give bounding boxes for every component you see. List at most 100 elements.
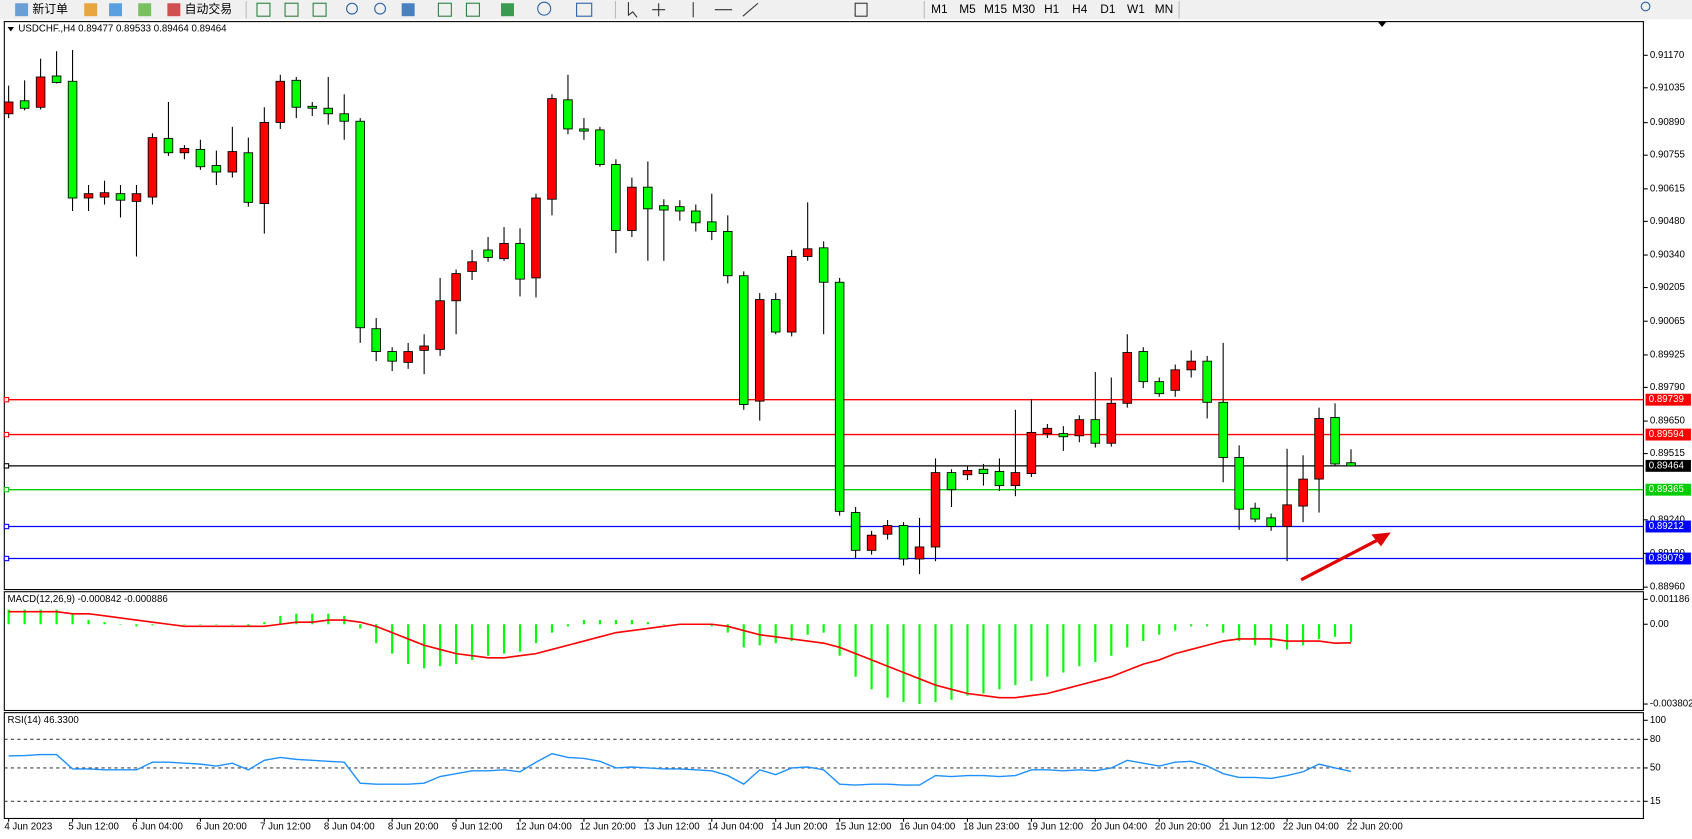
new-order[interactable]: 新订单 bbox=[32, 2, 68, 16]
y-tick-label: 0.90205 bbox=[1650, 282, 1685, 293]
x-tick-label: 21 Jun 12:00 bbox=[1219, 822, 1276, 833]
timeframe[interactable]: M30 bbox=[1012, 2, 1035, 16]
macd-pane bbox=[3, 591, 1644, 712]
icon[interactable] bbox=[312, 2, 327, 17]
candle-body bbox=[131, 193, 142, 202]
candle-body bbox=[1074, 419, 1085, 437]
y-tick-label: 80 bbox=[1650, 734, 1661, 745]
cursor-tool[interactable] bbox=[627, 2, 638, 18]
icon[interactable] bbox=[576, 2, 593, 17]
macd-bar bbox=[1078, 624, 1081, 667]
candle-body bbox=[387, 351, 397, 362]
level-label: 0.89212 bbox=[1649, 521, 1684, 532]
rsi-pane bbox=[3, 712, 1644, 820]
candle-body bbox=[19, 100, 30, 109]
x-tick-label: 12 Jun 20:00 bbox=[580, 822, 637, 833]
search[interactable] bbox=[1640, 1, 1651, 12]
zoom-in[interactable] bbox=[346, 2, 358, 15]
candle-body bbox=[1202, 360, 1212, 403]
candle-body bbox=[483, 249, 493, 258]
x-tick-label: 6 Jun 04:00 bbox=[132, 822, 183, 833]
candle-body bbox=[403, 351, 413, 363]
candle-body bbox=[3, 101, 14, 115]
candle-body bbox=[547, 98, 557, 200]
timeframe[interactable]: MN bbox=[1155, 2, 1173, 16]
level-label: 0.89739 bbox=[1649, 394, 1684, 405]
icon[interactable] bbox=[465, 2, 480, 17]
timeframe[interactable]: M5 bbox=[959, 2, 976, 16]
macd-bar bbox=[1349, 624, 1353, 642]
icon[interactable] bbox=[501, 3, 514, 17]
timeframe[interactable]: M15 bbox=[984, 2, 1007, 16]
zoom-out[interactable] bbox=[374, 2, 387, 15]
y-tick-label: 15 bbox=[1650, 796, 1661, 807]
level-marker bbox=[3, 523, 10, 530]
level-label-box bbox=[1645, 459, 1691, 472]
timeframe[interactable]: M1 bbox=[931, 2, 948, 16]
candle-body bbox=[307, 105, 318, 109]
macd-bar bbox=[1254, 624, 1257, 646]
macd-bar bbox=[1110, 624, 1113, 656]
icon[interactable] bbox=[401, 3, 415, 17]
macd-bar bbox=[87, 620, 90, 625]
line-tools[interactable] bbox=[692, 2, 759, 18]
macd-bar bbox=[966, 624, 969, 696]
timeframe[interactable]: D1 bbox=[1100, 2, 1116, 16]
auto-trading-icon[interactable] bbox=[167, 3, 181, 17]
macd-bar bbox=[662, 624, 665, 625]
candle-body bbox=[611, 164, 621, 231]
icon[interactable] bbox=[437, 2, 452, 17]
macd-bar bbox=[423, 624, 426, 669]
candle-body bbox=[675, 206, 685, 212]
y-tick-label: 50 bbox=[1650, 763, 1661, 774]
level-label-box bbox=[1645, 393, 1691, 406]
x-tick-label: 15 Jun 12:00 bbox=[835, 822, 892, 833]
y-tick-label: 0.90480 bbox=[1650, 216, 1686, 227]
candle-body bbox=[195, 148, 206, 168]
menu-arrow[interactable] bbox=[7, 27, 15, 32]
macd-bar bbox=[1238, 624, 1241, 642]
rsi-header: RSI(14) 46.3300 bbox=[8, 715, 80, 726]
crosshair-tool[interactable] bbox=[652, 3, 666, 17]
candle-body bbox=[994, 470, 1005, 487]
macd-bar bbox=[1333, 624, 1337, 637]
candle-body bbox=[898, 525, 909, 560]
macd-bar bbox=[1317, 624, 1321, 639]
level-label: 0.89594 bbox=[1649, 429, 1685, 440]
icon[interactable] bbox=[537, 1, 552, 16]
timeframe[interactable]: H4 bbox=[1072, 2, 1088, 16]
candle-body bbox=[723, 231, 733, 277]
new-order-icon[interactable] bbox=[15, 3, 29, 17]
main-pane bbox=[3, 21, 1644, 591]
candle-body bbox=[579, 128, 589, 132]
icon[interactable] bbox=[854, 2, 868, 17]
icon[interactable] bbox=[109, 3, 123, 17]
y-tick-label: 0.90340 bbox=[1650, 250, 1686, 261]
plot: 0.91170 0.91035 0.90890 0.90755 0.90615 0.904… bbox=[3, 50, 1692, 833]
candle-body bbox=[435, 300, 445, 350]
level-marker bbox=[3, 463, 10, 469]
annotation-arrowhead bbox=[1371, 532, 1391, 547]
icon[interactable] bbox=[138, 3, 152, 17]
timeframe[interactable]: H1 bbox=[1044, 2, 1060, 16]
x-tick-label: 6 Jun 20:00 bbox=[196, 822, 247, 833]
candle-body bbox=[227, 151, 238, 173]
x-tick-label: 18 Jun 23:00 bbox=[963, 822, 1020, 833]
candle-body bbox=[818, 247, 829, 283]
candle-body bbox=[659, 205, 669, 211]
candle-body bbox=[946, 472, 957, 491]
icon[interactable] bbox=[84, 3, 98, 17]
timeframe[interactable]: W1 bbox=[1127, 2, 1145, 16]
y-tick-label: 0.90065 bbox=[1650, 316, 1685, 327]
auto-trading[interactable]: 自动交易 bbox=[185, 2, 232, 16]
candle-body bbox=[1010, 472, 1021, 487]
icon[interactable] bbox=[284, 2, 299, 17]
candle-body bbox=[1234, 457, 1244, 510]
icon[interactable] bbox=[256, 2, 271, 17]
candle-body bbox=[1106, 402, 1117, 444]
macd-bar bbox=[119, 624, 122, 625]
macd-bar bbox=[7, 609, 10, 625]
macd-bar bbox=[726, 624, 729, 633]
candle-body bbox=[1250, 507, 1260, 520]
macd-bar bbox=[439, 624, 442, 667]
